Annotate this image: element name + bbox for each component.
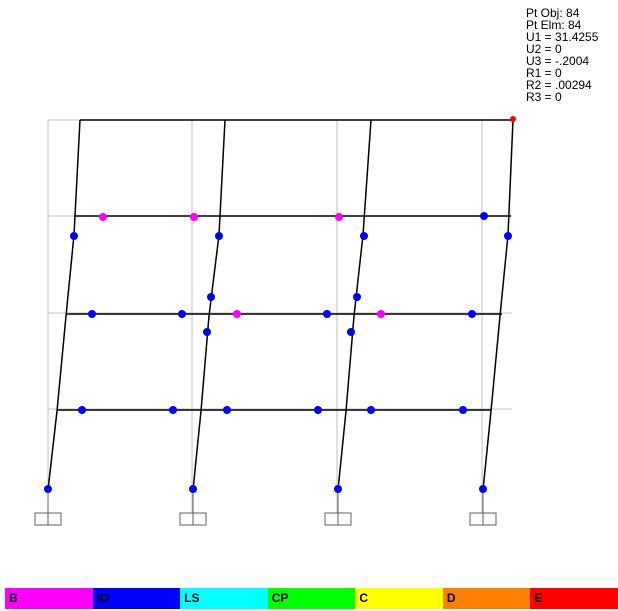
support-1[interactable] (34, 490, 62, 526)
hinge-io[interactable] (480, 212, 488, 220)
hinge-io[interactable] (207, 293, 215, 301)
legend-io: IO (92, 588, 181, 609)
hinge-io[interactable] (468, 310, 476, 318)
hinge-io[interactable] (44, 485, 52, 493)
column-1[interactable] (47, 119, 81, 491)
frame-drawing[interactable] (0, 0, 618, 588)
selected-point-marker[interactable] (510, 116, 516, 122)
hinge-b[interactable] (99, 213, 107, 221)
info-r1: R1 = 0 (526, 66, 562, 80)
hinge-io[interactable] (360, 232, 368, 240)
hinge-io[interactable] (203, 328, 211, 336)
hinge-b[interactable] (190, 213, 198, 221)
support-3[interactable] (324, 490, 352, 526)
column-4[interactable] (482, 119, 514, 491)
undeformed-grid (47, 119, 512, 515)
column-2[interactable] (192, 119, 226, 491)
info-u3: U3 = -.2004 (526, 54, 590, 68)
info-r2: R2 = .00294 (526, 78, 592, 92)
hinge-io[interactable] (504, 232, 512, 240)
legend-label-d: D (446, 591, 456, 605)
legend-e: E (530, 588, 618, 609)
info-u1: U1 = 31.4255 (526, 30, 599, 44)
hinge-io[interactable] (223, 406, 231, 414)
point-info-panel: Pt Obj: 84 Pt Elm: 84 U1 = 31.4255 U2 = … (526, 7, 598, 103)
model-viewport[interactable]: Pt Obj: 84 Pt Elm: 84 U1 = 31.4255 U2 = … (0, 0, 618, 588)
deformed-frame (47, 119, 514, 491)
hinge-b[interactable] (233, 310, 241, 318)
legend-label-io: IO (96, 591, 110, 605)
hinge-io[interactable] (459, 406, 467, 414)
legend-label-e: E (534, 591, 543, 605)
hinge-io[interactable] (70, 232, 78, 240)
hinge-io[interactable] (323, 310, 331, 318)
hinge-io[interactable] (178, 310, 186, 318)
hinge-b[interactable] (377, 310, 385, 318)
column-3[interactable] (337, 119, 372, 491)
hinge-io[interactable] (367, 406, 375, 414)
hinge-io[interactable] (88, 310, 96, 318)
legend-b: B (5, 588, 93, 609)
hinge-io[interactable] (189, 485, 197, 493)
hinge-b[interactable] (335, 213, 343, 221)
legend-label-cp: CP (271, 591, 289, 605)
legend-d: D (442, 588, 531, 609)
support-4[interactable] (469, 490, 497, 526)
hinge-io[interactable] (215, 232, 223, 240)
hinge-io[interactable] (314, 406, 322, 414)
hinge-io[interactable] (479, 485, 487, 493)
legend-label-b: B (9, 591, 18, 605)
legend-c: C (355, 588, 443, 609)
info-point-object: Pt Obj: 84 (526, 6, 580, 20)
hinges-io (44, 212, 512, 493)
legend-label-ls: LS (184, 591, 200, 605)
legend-cp: CP (267, 588, 356, 609)
hinge-io[interactable] (334, 485, 342, 493)
info-r3: R3 = 0 (526, 90, 562, 104)
hinges-b (99, 213, 385, 318)
hinge-io[interactable] (347, 328, 355, 336)
info-point-element: Pt Elm: 84 (526, 18, 582, 32)
hinge-io[interactable] (169, 406, 177, 414)
support-2[interactable] (179, 490, 207, 526)
hinge-io[interactable] (78, 406, 86, 414)
info-u2: U2 = 0 (526, 42, 562, 56)
legend-ls: LS (180, 588, 268, 609)
hinge-state-legend: B IO LS CP C D E (5, 588, 618, 609)
supports (34, 490, 497, 526)
hinge-io[interactable] (353, 293, 361, 301)
legend-label-c: C (359, 591, 368, 605)
